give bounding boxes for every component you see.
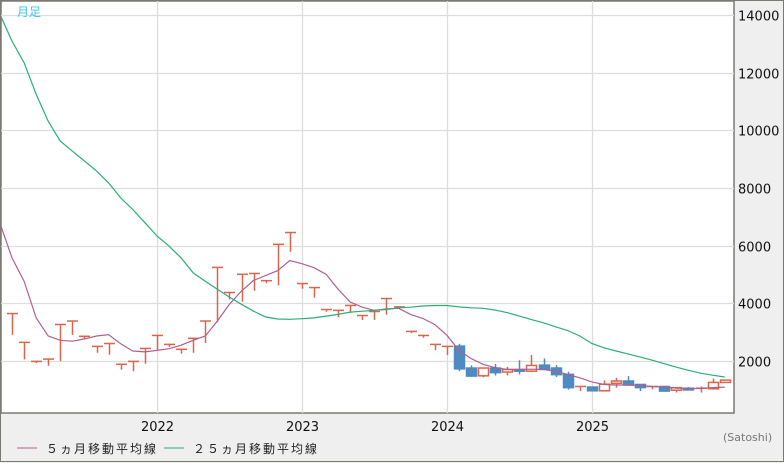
candle (92, 345, 103, 353)
y-tick-label: 12000 (738, 68, 779, 83)
x-tick-label: 2024 (431, 420, 464, 435)
candle (176, 348, 187, 354)
candle-body (477, 367, 490, 377)
candle (128, 360, 139, 372)
ma25-line (1, 16, 725, 378)
ma5-line (1, 226, 725, 390)
candle (237, 273, 248, 302)
legend-label-ma25: ２５ヵ月移動平均線 (193, 441, 319, 456)
candle (116, 363, 127, 370)
candle-body (562, 373, 575, 389)
grid (1, 1, 734, 413)
y-axis: 2000 4000 6000 8000 10000 12000 14000 (738, 10, 779, 371)
y-tick-label: 4000 (738, 298, 771, 313)
x-axis: 2022 2023 2024 2025 (141, 420, 609, 435)
candle (575, 385, 586, 392)
plot-area (1, 1, 735, 414)
candle (406, 330, 417, 334)
candle (381, 297, 392, 315)
moving-averages (1, 16, 725, 390)
candle (67, 320, 78, 335)
candle (140, 347, 151, 364)
candle (610, 377, 623, 388)
candle (43, 358, 54, 366)
candle (418, 334, 429, 338)
candle (357, 314, 368, 320)
candle (19, 341, 30, 360)
candle (309, 286, 320, 298)
candle-body (453, 345, 466, 370)
candle (369, 310, 380, 320)
candle (31, 360, 42, 364)
candle (212, 266, 223, 323)
candle (152, 334, 163, 351)
y-tick-label: 2000 (738, 356, 771, 371)
candle (104, 342, 115, 355)
candle-body (586, 386, 599, 392)
candle (465, 365, 478, 377)
unit-label: (Satoshi) (723, 431, 772, 444)
legend: ５ヵ月移動平均線 ２５ヵ月移動平均線 (17, 441, 319, 456)
candle (261, 279, 272, 284)
candle-body (610, 380, 623, 385)
legend-label-ma5: ５ヵ月移動平均線 (46, 441, 158, 456)
candle-body (658, 385, 671, 392)
candle (7, 312, 18, 335)
candle (297, 282, 308, 289)
candle (285, 231, 296, 252)
candle (164, 343, 175, 347)
x-tick-label: 2025 (576, 420, 609, 435)
y-tick-label: 14000 (738, 10, 779, 25)
candle-body (538, 364, 551, 371)
candle-body (707, 381, 720, 390)
x-tick-label: 2022 (141, 420, 174, 435)
y-tick-label: 10000 (738, 125, 779, 140)
candle (345, 304, 356, 313)
x-tick-label: 2023 (286, 420, 319, 435)
y-tick-label: 8000 (738, 183, 771, 198)
candle (442, 345, 453, 356)
candle-body (465, 367, 478, 377)
candle-body (525, 364, 538, 372)
period-label: 月足 (17, 5, 41, 19)
candle (273, 243, 284, 286)
candle (586, 386, 599, 392)
candle (249, 272, 260, 291)
candle-body (719, 379, 732, 384)
candle (719, 379, 732, 384)
candle (453, 343, 466, 372)
y-tick-label: 6000 (738, 241, 771, 256)
candle (55, 323, 66, 362)
candle (224, 291, 235, 300)
candle (321, 308, 332, 312)
candle (477, 367, 490, 378)
candle (200, 320, 211, 343)
candle (430, 343, 441, 351)
candles (7, 231, 732, 393)
